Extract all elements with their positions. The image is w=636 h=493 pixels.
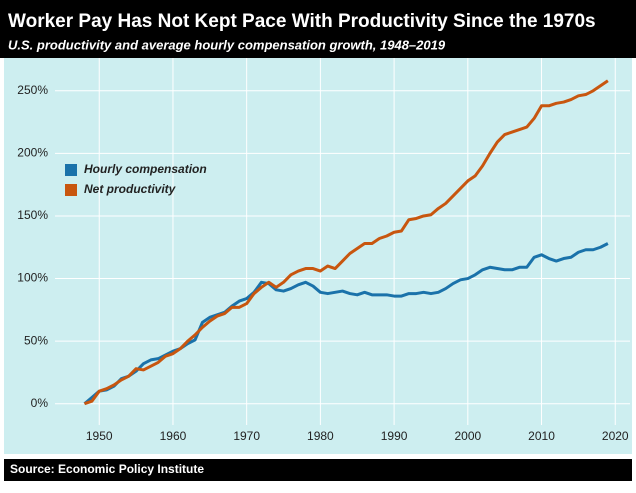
x-tick-label: 1960 [160,429,187,443]
x-tick-label: 2010 [528,429,555,443]
y-tick-label: 50% [24,333,48,347]
y-tick-label: 200% [17,146,48,160]
y-tick-label: 100% [17,271,48,285]
x-tick-label: 1970 [233,429,260,443]
footer [4,459,632,481]
legend-label: Net productivity [84,182,177,196]
line [83,242,609,405]
x-tick-label: 1950 [86,429,113,443]
y-tick-label: 0% [31,396,49,410]
chart-subtitle: U.S. productivity and average hourly com… [8,37,446,52]
line [84,79,609,406]
header [0,0,636,58]
x-tick-label: 2000 [454,429,481,443]
x-tick-label: 2020 [602,429,629,443]
y-tick-label: 250% [17,83,48,97]
legend-swatch [65,184,77,196]
source: Source: Economic Policy Institute [10,462,204,476]
chart-title: Worker Pay Has Not Kept Pace With Produc… [8,11,596,32]
x-tick-label: 1990 [381,429,408,443]
legend-swatch [65,164,77,176]
y-tick-label: 150% [17,208,48,222]
legend-label: Hourly compensation [84,162,207,176]
x-tick-label: 1980 [307,429,334,443]
